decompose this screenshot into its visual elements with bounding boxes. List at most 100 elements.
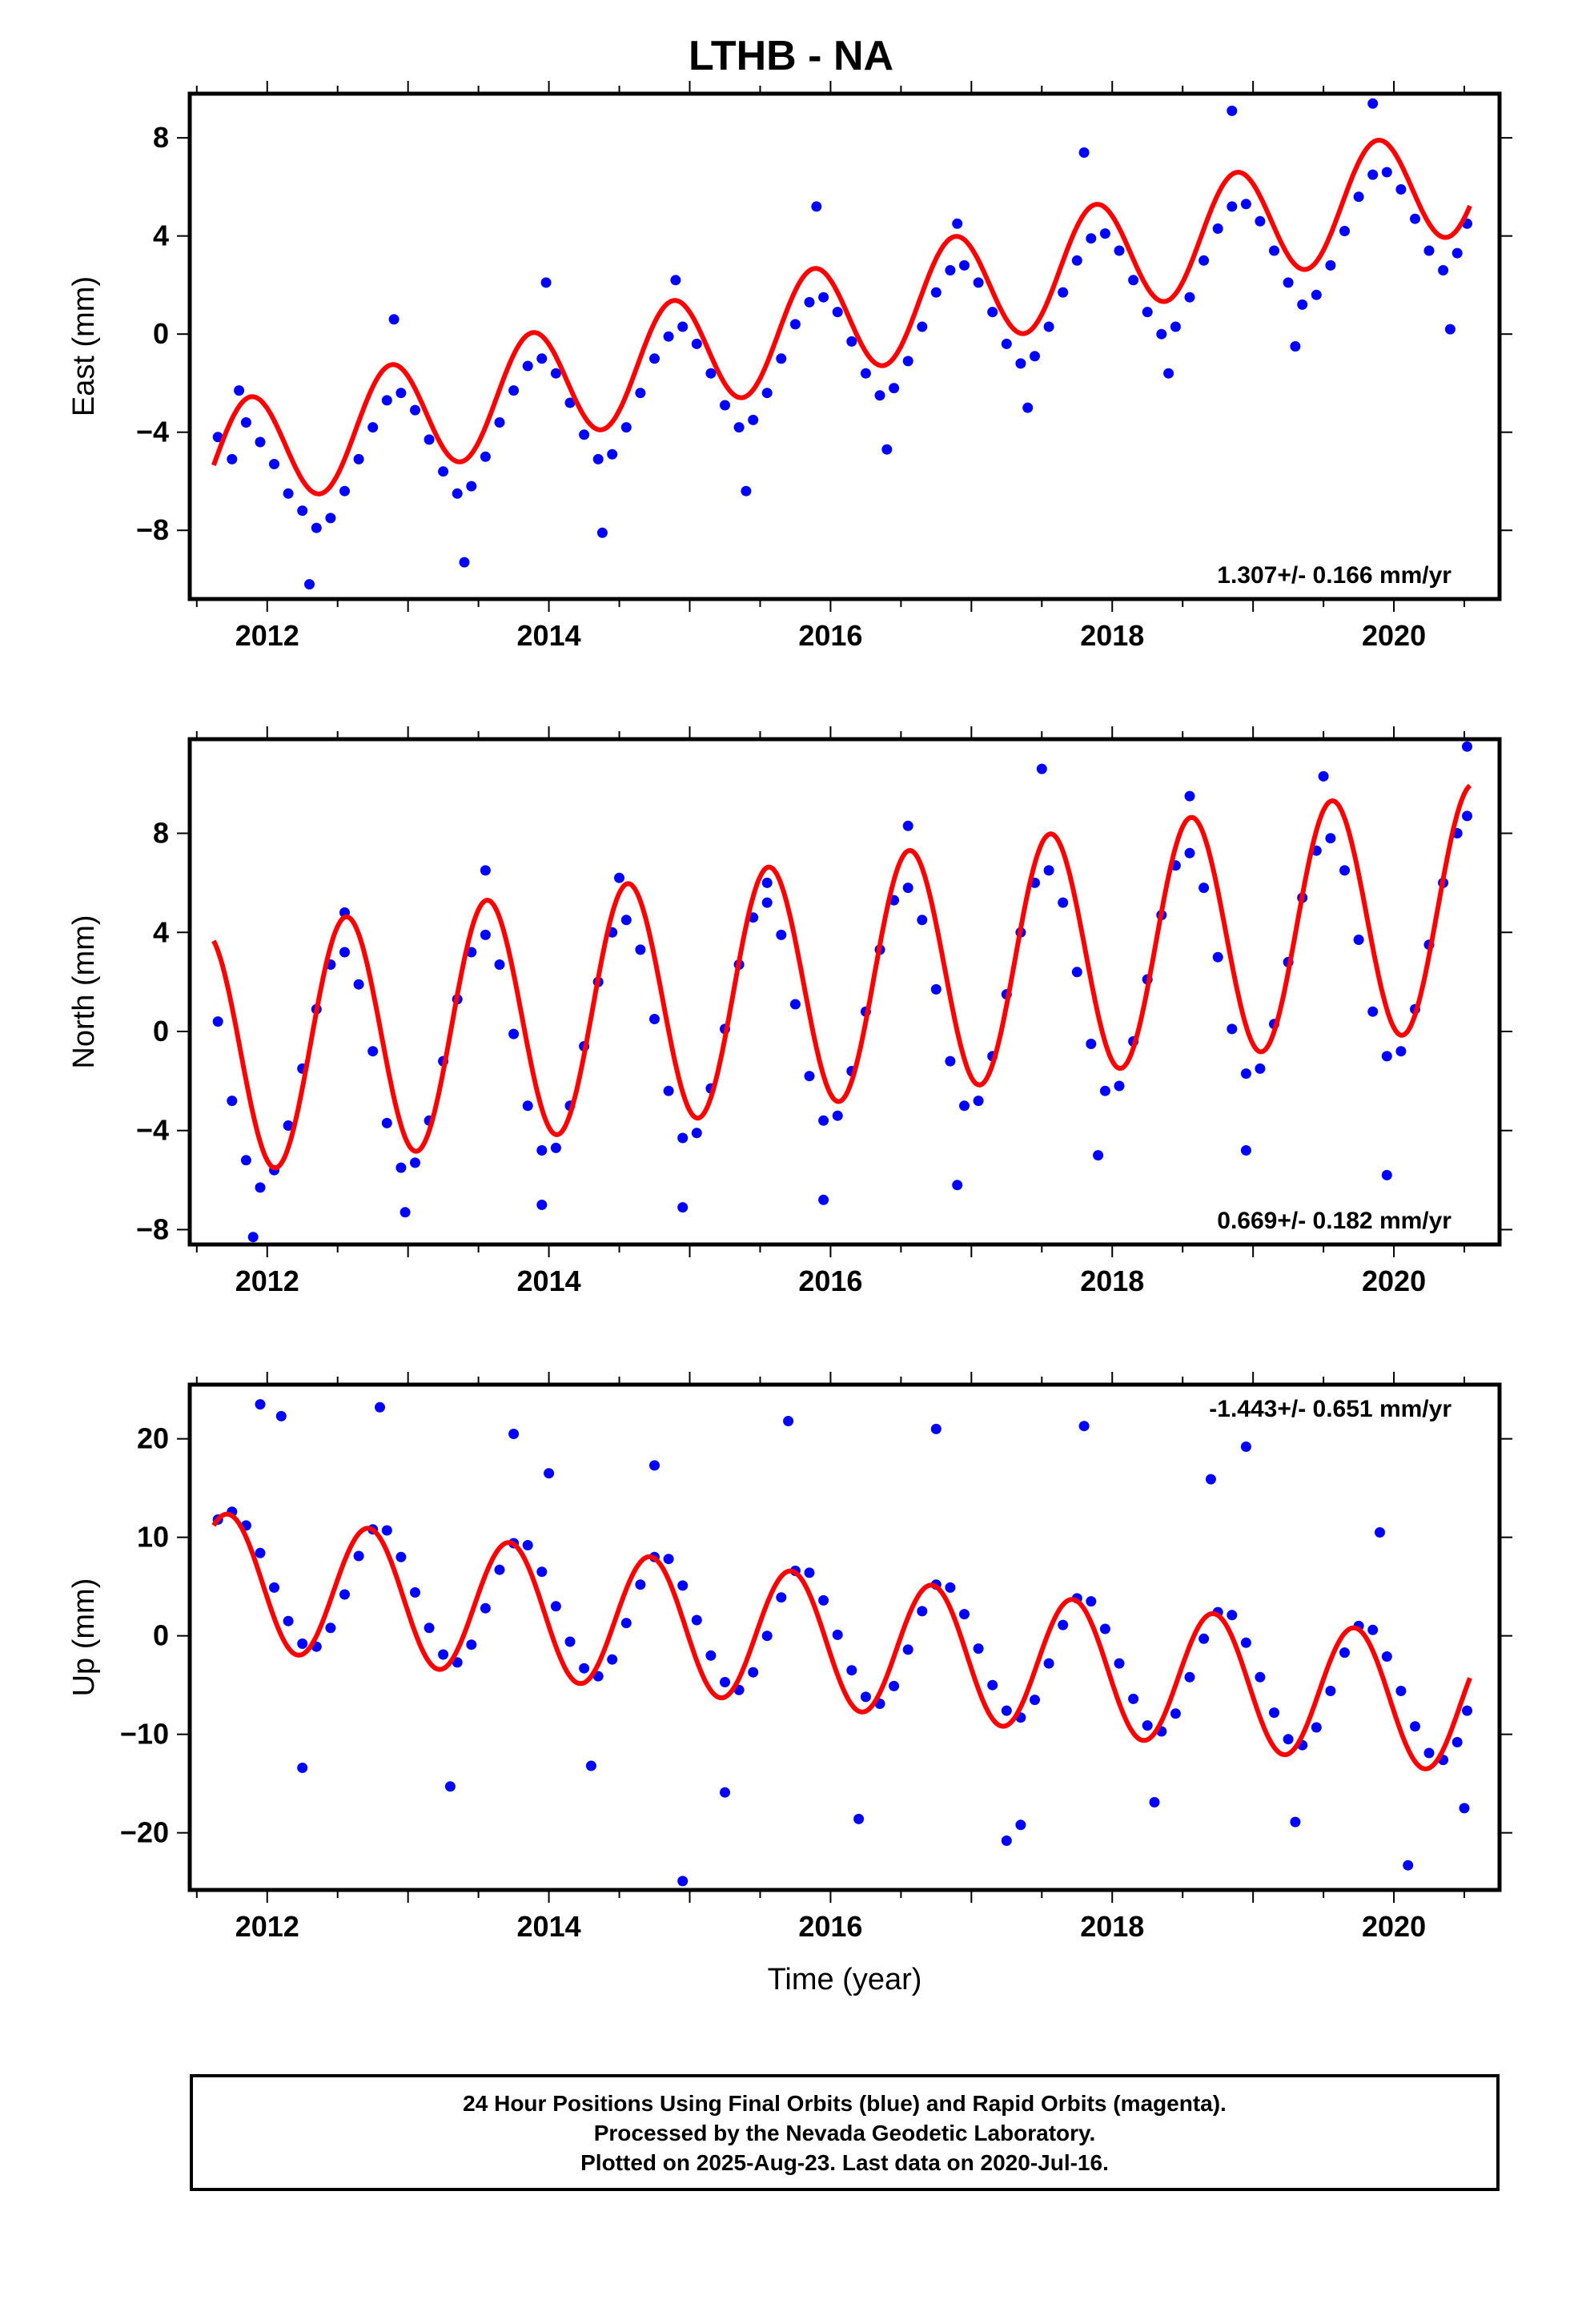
y-tick-label: 8 <box>153 817 169 850</box>
data-point <box>353 979 364 990</box>
data-point <box>283 1120 294 1131</box>
y-tick-label: −4 <box>136 1114 169 1147</box>
data-point <box>396 1162 407 1173</box>
data-point <box>1240 1145 1251 1156</box>
x-tick-label: 2012 <box>235 619 299 652</box>
data-point <box>973 277 984 288</box>
x-tick-label: 2016 <box>798 1265 862 1297</box>
y-axis-label: North (mm) <box>67 915 101 1068</box>
data-point <box>691 1128 702 1139</box>
data-point <box>1184 847 1195 858</box>
data-point <box>1114 245 1125 256</box>
data-point <box>1227 105 1238 116</box>
data-point <box>1184 790 1195 802</box>
data-point <box>1283 277 1294 288</box>
y-tick-label: 4 <box>153 915 169 948</box>
data-points <box>212 1399 1472 1887</box>
x-tick-label: 2016 <box>798 619 862 652</box>
data-point <box>1170 321 1181 332</box>
data-point <box>522 360 533 372</box>
data-point <box>832 1629 843 1640</box>
data-point <box>789 999 801 1010</box>
data-point <box>1297 299 1308 310</box>
data-point <box>1149 1797 1160 1807</box>
data-point <box>733 422 745 433</box>
data-point <box>1395 1046 1407 1057</box>
data-point <box>1395 184 1407 195</box>
data-point <box>480 451 491 462</box>
model-curve <box>211 138 1472 497</box>
y-tick-label: −8 <box>136 513 169 546</box>
y-axis-label: Up (mm) <box>67 1578 101 1697</box>
data-point <box>987 307 998 318</box>
data-point <box>1240 1637 1251 1648</box>
x-axis-label: Time (year) <box>768 1963 922 1996</box>
data-point <box>255 1182 266 1193</box>
data-point <box>663 1554 674 1565</box>
data-point <box>691 1614 702 1626</box>
data-point <box>522 1540 533 1550</box>
data-point <box>761 388 773 399</box>
data-point <box>930 983 942 995</box>
data-point <box>860 1691 871 1703</box>
data-point <box>400 1207 411 1218</box>
data-point <box>1255 1063 1266 1074</box>
data-point <box>818 292 829 303</box>
data-point <box>705 1650 717 1661</box>
data-point <box>818 1594 829 1606</box>
data-point <box>275 1410 287 1421</box>
data-point <box>227 1096 238 1107</box>
data-point <box>1375 1527 1385 1538</box>
data-point <box>741 485 752 497</box>
data-point <box>1283 1734 1294 1745</box>
data-point <box>677 1132 689 1144</box>
data-point <box>1381 167 1392 178</box>
data-point <box>1086 233 1097 244</box>
data-point <box>720 1787 730 1798</box>
data-point <box>846 336 857 347</box>
data-point <box>1367 1006 1379 1017</box>
chart-panel-3: 2012 2014 2016 2018 2020 −20 −10 0 10 20 Up (mm) Ti… <box>67 1372 1512 1996</box>
footer-line-3: Plotted on 2025-Aug-23. Last data on 202… <box>580 2150 1109 2175</box>
y-tick-label: 0 <box>153 1619 169 1652</box>
data-point <box>424 434 435 445</box>
data-point <box>614 872 624 883</box>
data-point <box>438 1649 449 1660</box>
data-point <box>1269 1707 1279 1719</box>
data-point <box>1255 1671 1266 1683</box>
footer-line-2: Processed by the Nevada Geodetic Laborat… <box>593 2121 1096 2145</box>
data-point <box>748 414 759 425</box>
data-point <box>620 422 632 433</box>
data-point <box>1199 883 1210 894</box>
data-point <box>1381 1051 1392 1062</box>
data-point <box>396 388 407 399</box>
data-point <box>607 1654 618 1665</box>
plot-frame <box>187 1382 1502 1892</box>
data-point <box>339 947 350 958</box>
data-point <box>917 915 928 926</box>
plot-frame <box>187 91 1502 601</box>
footer-line-1: 24 Hour Positions Using Final Orbits (bl… <box>463 2091 1227 2116</box>
data-point <box>1212 223 1223 234</box>
data-point <box>1114 1658 1125 1669</box>
data-point <box>1227 201 1238 212</box>
data-point <box>1142 1720 1153 1731</box>
data-point <box>804 1567 815 1578</box>
data-point <box>304 579 315 590</box>
data-point <box>1030 351 1040 362</box>
data-point <box>544 1468 555 1479</box>
data-point <box>1058 897 1069 908</box>
data-point <box>804 296 815 308</box>
data-point <box>1114 1080 1125 1092</box>
data-point <box>649 353 660 364</box>
data-point <box>1410 1721 1420 1732</box>
data-point <box>1086 1039 1097 1049</box>
data-point <box>1290 1816 1301 1827</box>
data-point <box>1462 810 1472 822</box>
data-point <box>1269 245 1279 256</box>
data-point <box>375 1401 385 1413</box>
data-point <box>776 353 787 364</box>
data-point <box>620 1618 632 1629</box>
data-point <box>945 1582 956 1593</box>
